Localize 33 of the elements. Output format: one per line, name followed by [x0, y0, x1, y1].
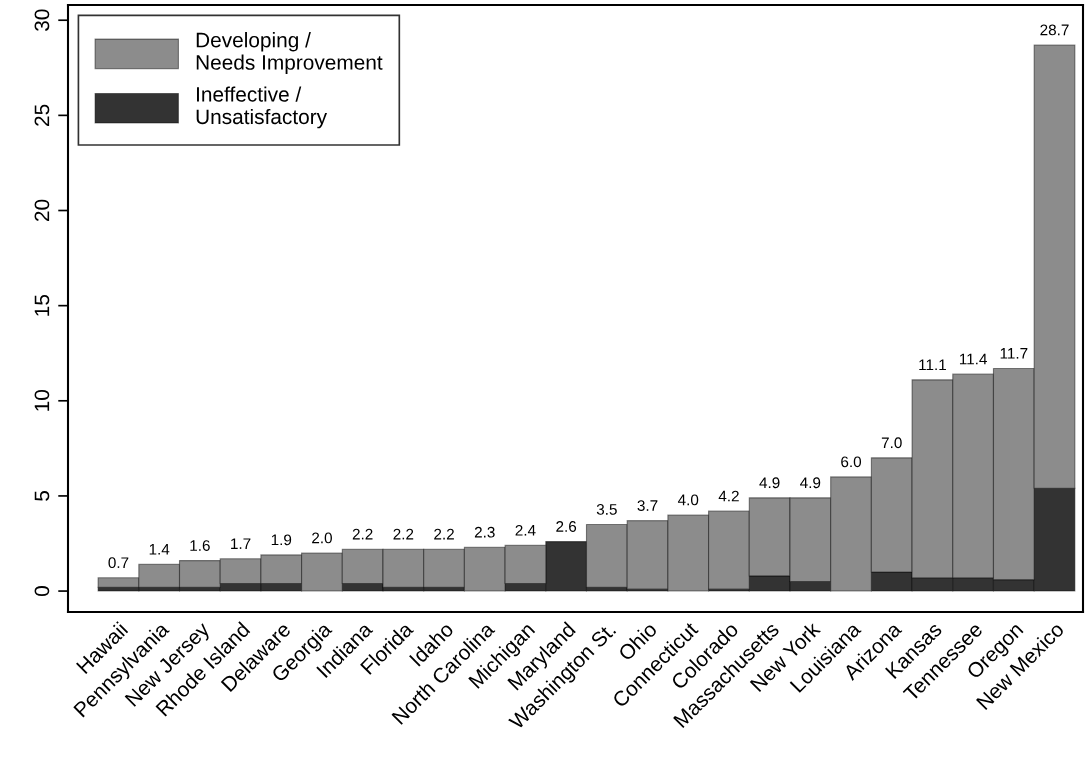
total-label: 11.1 — [919, 359, 946, 371]
total-label: 6.0 — [841, 456, 862, 468]
total-label: 1.4 — [149, 544, 170, 555]
y-tick-label: 0 — [34, 586, 50, 597]
total-label: 2.6 — [556, 521, 577, 532]
y-tick-label: 25 — [34, 104, 50, 126]
total-label: 1.7 — [231, 538, 251, 549]
y-tick-label: 15 — [34, 294, 50, 316]
total-label: 3.7 — [637, 500, 658, 511]
total-label: 2.2 — [352, 528, 373, 540]
y-tick-label: 5 — [34, 491, 50, 501]
y-tick-label: 30 — [34, 9, 50, 32]
total-label: 11.7 — [1000, 348, 1028, 359]
legend-label: Ineffective / Unsatisfactory — [196, 86, 328, 129]
total-label: 2.2 — [393, 528, 414, 540]
y-tick-label: 10 — [34, 390, 50, 411]
total-label: 7.0 — [881, 437, 902, 449]
total-label: 3.5 — [596, 503, 617, 515]
total-label: 2.0 — [312, 532, 332, 544]
total-label: 1.9 — [271, 534, 292, 546]
total-label: 2.3 — [474, 526, 495, 538]
total-label: 4.9 — [759, 477, 780, 489]
total-label: 1.6 — [190, 540, 210, 551]
total-label: 4.9 — [800, 477, 821, 489]
total-label: 11.4 — [959, 353, 987, 365]
total-label: 4.0 — [677, 494, 699, 506]
total-label: 28.7 — [1040, 24, 1069, 36]
legend-label: Developing / Needs Improvement — [196, 32, 383, 74]
y-tick-label: 20 — [34, 199, 50, 222]
total-label: 4.2 — [718, 490, 739, 502]
total-label: 2.2 — [434, 528, 454, 540]
total-label: 0.7 — [108, 557, 129, 569]
total-label: 2.4 — [515, 524, 536, 536]
